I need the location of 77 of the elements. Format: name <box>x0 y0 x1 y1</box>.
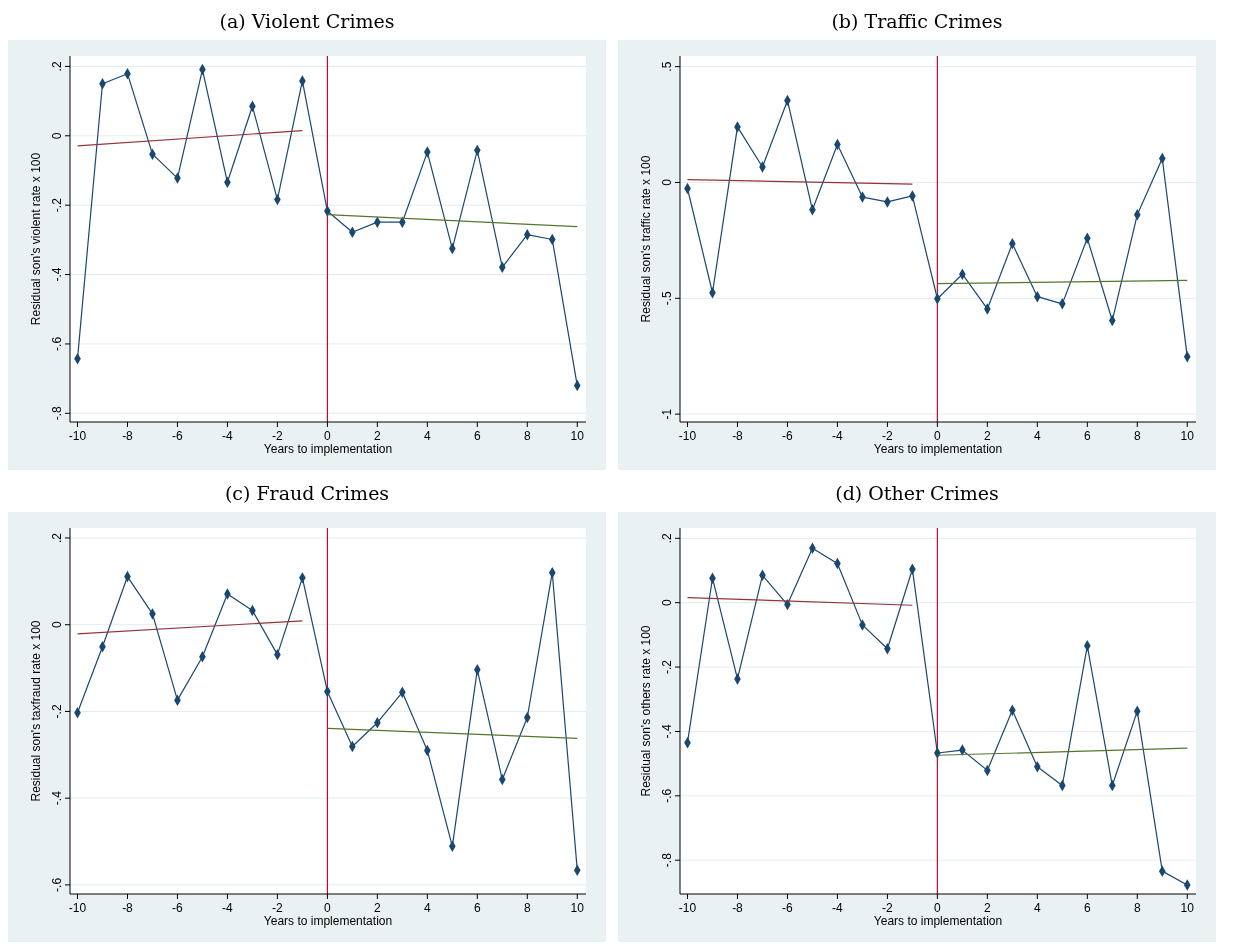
x-tick-label: 8 <box>1133 429 1141 443</box>
x-tick-label: -10 <box>678 429 697 443</box>
chart-title: (a) Violent Crimes <box>219 10 395 32</box>
x-tick-label: 2 <box>374 429 382 443</box>
chart-title: (d) Other Crimes <box>835 482 999 504</box>
x-tick-label: -8 <box>732 429 744 443</box>
y-tick-label: 0 <box>660 599 674 607</box>
x-tick-label: -10 <box>68 901 87 915</box>
chart-title: (b) Traffic Crimes <box>831 10 1003 32</box>
x-tick-label: -6 <box>172 429 184 443</box>
x-tick-label: 0 <box>324 429 332 443</box>
x-tick-label: 0 <box>934 429 942 443</box>
x-tick-label: -8 <box>732 901 744 915</box>
y-tick-label: 0 <box>50 132 64 140</box>
x-tick-label: 2 <box>984 429 992 443</box>
y-tick-label: -.2 <box>50 197 64 213</box>
x-tick-label: -2 <box>272 901 284 915</box>
x-tick-label: -2 <box>882 429 894 443</box>
x-tick-label: 4 <box>1033 429 1041 443</box>
x-tick-label: 6 <box>1083 429 1091 443</box>
x-tick-label: -4 <box>832 429 844 443</box>
x-tick-label: -6 <box>782 429 794 443</box>
x-tick-label: -4 <box>222 901 234 915</box>
chart-title: (c) Fraud Crimes <box>224 482 390 504</box>
x-tick-label: 2 <box>984 901 992 915</box>
x-tick-label: -10 <box>678 901 697 915</box>
y-tick-label: -.5 <box>660 290 674 306</box>
y-tick-label: 0 <box>660 178 674 186</box>
y-tick-label: .5 <box>660 61 674 72</box>
x-axis-title: Years to implementation <box>873 914 1003 928</box>
y-tick-label: -.6 <box>50 877 64 892</box>
y-tick-label: .2 <box>50 532 64 543</box>
x-tick-label: 4 <box>423 429 431 443</box>
x-tick-label: -4 <box>832 901 844 915</box>
y-tick-label: -1 <box>660 408 674 420</box>
x-tick-label: 8 <box>523 901 531 915</box>
y-tick-label: -.6 <box>50 336 64 351</box>
x-tick-label: 6 <box>473 901 481 915</box>
x-tick-label: 6 <box>473 429 481 443</box>
y-tick-label: -.8 <box>50 406 64 421</box>
x-tick-label: -6 <box>782 901 794 915</box>
x-tick-label: 0 <box>324 901 332 915</box>
y-axis-title: Residual son's taxfraud rate x 100 <box>29 620 43 802</box>
y-axis-title: Residual son's traffic rate x 100 <box>639 155 653 323</box>
y-tick-label: .2 <box>50 61 64 72</box>
y-tick-label: -.4 <box>50 267 64 282</box>
x-axis-title: Years to implementation <box>263 442 393 456</box>
y-tick-label: -.2 <box>50 704 64 719</box>
x-tick-label: 8 <box>523 429 531 443</box>
y-axis-title: Residual son's others rate x 100 <box>639 625 653 797</box>
x-tick-label: -8 <box>122 429 134 443</box>
x-tick-label: -6 <box>172 901 184 915</box>
x-tick-label: 4 <box>423 901 431 915</box>
x-tick-label: 4 <box>1033 901 1041 915</box>
y-tick-label: -.4 <box>660 724 674 739</box>
y-tick-label: -.6 <box>660 788 674 803</box>
x-tick-label: 0 <box>934 901 942 915</box>
y-tick-label: -.8 <box>660 852 674 868</box>
x-tick-label: 6 <box>1083 901 1091 915</box>
x-tick-label: 2 <box>374 901 382 915</box>
y-tick-label: -.2 <box>660 659 674 675</box>
x-tick-label: 8 <box>1133 901 1141 915</box>
y-tick-label: -.4 <box>50 790 64 806</box>
x-tick-label: 10 <box>570 429 585 443</box>
x-tick-label: 10 <box>1180 429 1195 443</box>
x-tick-label: -2 <box>272 429 284 443</box>
x-tick-label: 10 <box>1180 901 1195 915</box>
y-tick-label: 0 <box>50 621 64 629</box>
x-tick-label: -8 <box>122 901 134 915</box>
y-tick-label: .2 <box>660 532 674 544</box>
x-axis-title: Years to implementation <box>263 914 393 928</box>
x-tick-label: -10 <box>68 429 87 443</box>
x-tick-label: -4 <box>222 429 234 443</box>
x-axis-title: Years to implementation <box>873 442 1003 456</box>
x-tick-label: -2 <box>882 901 894 915</box>
y-axis-title: Residual son's violent rate x 100 <box>29 152 43 326</box>
x-tick-label: 10 <box>570 901 585 915</box>
